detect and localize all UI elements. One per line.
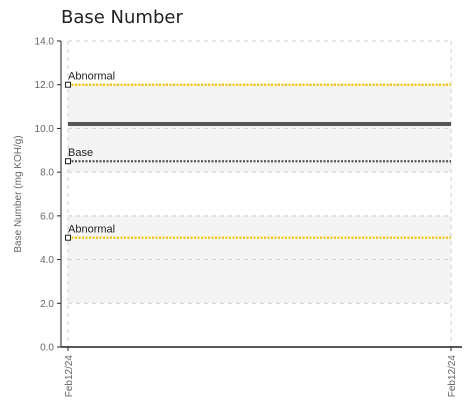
y-tick-label: 8.0 — [40, 168, 54, 179]
gridlines — [67, 40, 452, 347]
x-tick-label: Feb12/24 — [447, 355, 458, 398]
y-tick-label: 12.0 — [35, 80, 55, 91]
reference-line-label: Abnormal — [68, 224, 115, 236]
shaded-bands — [68, 84, 451, 304]
reference-marker — [65, 158, 71, 165]
y-tick-label: 0.0 — [40, 343, 54, 354]
y-tick-label: 14.0 — [35, 37, 55, 48]
reference-marker — [65, 81, 71, 88]
chart-title: Base Number — [61, 7, 183, 28]
axes — [60, 41, 462, 348]
reference-marker — [65, 234, 71, 241]
y-axis-label: Base Number (mg KOH/g) — [13, 135, 24, 252]
y-tick-label: 2.0 — [40, 299, 54, 310]
y-tick-label: 6.0 — [40, 211, 54, 222]
y-ticks: 0.0 2.0 4.0 6.0 8.0 10.0 12.0 14.0 — [35, 37, 61, 354]
reference-line-label: Base — [68, 147, 93, 159]
reference-line-label: Abnormal — [68, 71, 115, 83]
shaded-band — [68, 84, 451, 173]
reference-lines: Abnormal Base Abnormal — [65, 71, 451, 241]
y-tick-label: 4.0 — [40, 255, 54, 266]
x-tick-label: Feb12/24 — [64, 355, 75, 398]
y-tick-label: 10.0 — [35, 124, 55, 135]
x-ticks: Feb12/24 Feb12/24 — [64, 347, 458, 397]
shaded-band — [68, 215, 451, 304]
